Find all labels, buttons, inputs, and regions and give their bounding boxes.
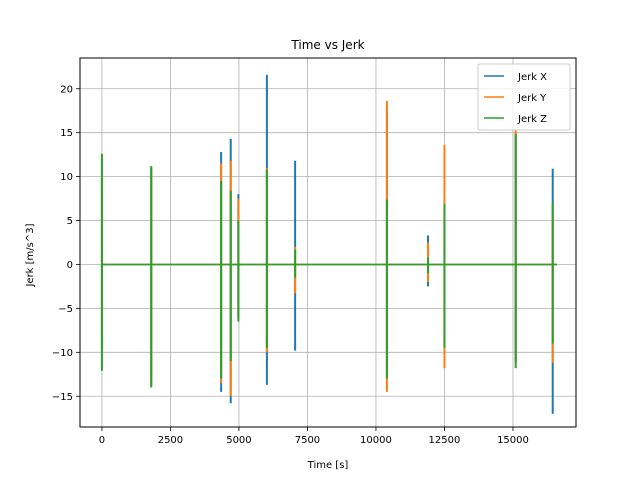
x-tick-label: 10000 bbox=[360, 435, 392, 446]
plot-frame bbox=[79, 57, 577, 428]
x-tick-label: 0 bbox=[99, 435, 105, 446]
x-tick-label: 7500 bbox=[295, 435, 320, 446]
x-tick-label: 2500 bbox=[158, 435, 183, 446]
chart-title: Time vs Jerk bbox=[290, 38, 364, 52]
y-tick-label: 10 bbox=[60, 172, 73, 183]
legend: Jerk X Jerk Y Jerk Z bbox=[477, 63, 571, 131]
y-tick-label: −10 bbox=[52, 348, 73, 359]
y-tick-label: 20 bbox=[60, 84, 73, 95]
series-jerk-z bbox=[100, 134, 557, 388]
y-tick-label: 0 bbox=[67, 260, 73, 271]
legend-label: Jerk Y bbox=[517, 93, 547, 104]
y-tick-label: 5 bbox=[67, 216, 73, 227]
y-tick-label: −5 bbox=[58, 304, 73, 315]
x-axis-label: Time [s] bbox=[307, 460, 349, 471]
y-tick-label: −15 bbox=[52, 392, 73, 403]
x-tick-label: 12500 bbox=[429, 435, 461, 446]
y-tick-label: 15 bbox=[60, 128, 73, 139]
legend-label: Jerk Z bbox=[517, 114, 547, 125]
x-axis-ticks: 0 2500 5000 7500 10000 12500 15000 bbox=[99, 427, 529, 446]
legend-label: Jerk X bbox=[517, 72, 547, 83]
plot-series bbox=[100, 74, 557, 414]
x-tick-label: 15000 bbox=[497, 435, 529, 446]
legend-box bbox=[477, 63, 571, 131]
x-tick-label: 5000 bbox=[226, 435, 251, 446]
y-axis-label: Jerk [m/s^3] bbox=[25, 223, 36, 287]
y-axis-ticks: −15 −10 −5 0 5 10 15 20 bbox=[52, 84, 80, 403]
